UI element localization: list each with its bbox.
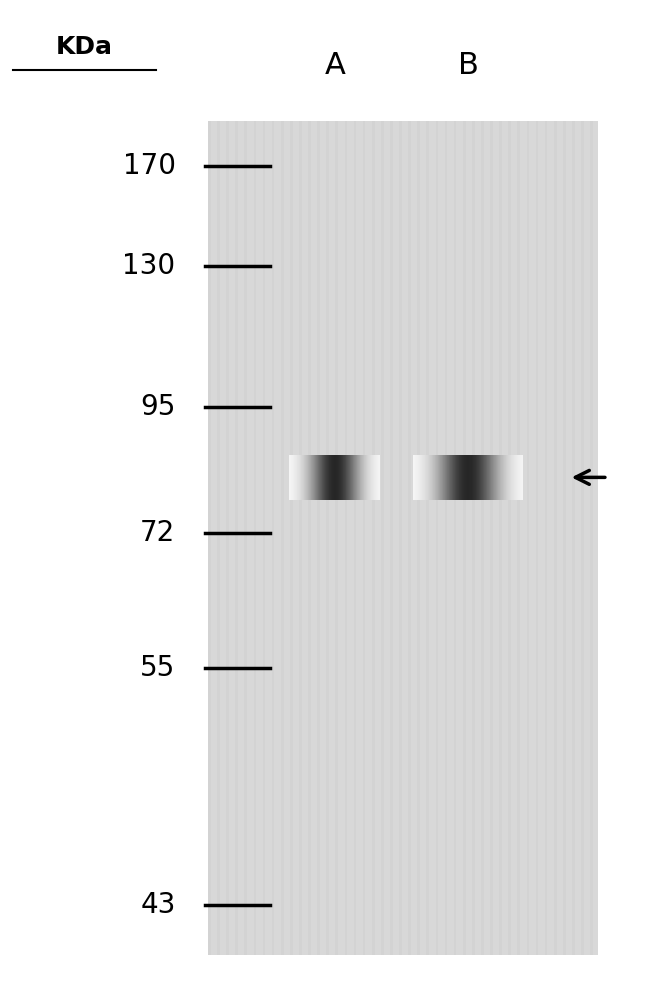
Bar [381, 121, 384, 955]
Text: 55: 55 [140, 654, 176, 682]
Bar [517, 121, 520, 955]
Bar [445, 121, 447, 955]
Bar [299, 121, 302, 955]
Bar [536, 121, 538, 955]
Bar [463, 121, 465, 955]
Text: A: A [324, 51, 345, 79]
Bar [208, 121, 598, 955]
Bar [208, 121, 211, 955]
Bar [490, 121, 493, 955]
Bar [290, 121, 292, 955]
Bar [263, 121, 265, 955]
Bar [344, 121, 347, 955]
Bar [499, 121, 502, 955]
Bar [235, 121, 238, 955]
Bar [372, 121, 374, 955]
Bar [554, 121, 556, 955]
Text: B: B [458, 51, 478, 79]
Bar [563, 121, 566, 955]
Bar [363, 121, 365, 955]
Bar [481, 121, 484, 955]
Bar [426, 121, 429, 955]
Bar [408, 121, 411, 955]
Bar [244, 121, 247, 955]
Bar [572, 121, 575, 955]
Text: 95: 95 [140, 393, 176, 421]
Bar [317, 121, 320, 955]
Bar [590, 121, 593, 955]
Bar [436, 121, 438, 955]
Bar [335, 121, 338, 955]
Text: KDa: KDa [56, 35, 113, 59]
Bar [581, 121, 584, 955]
Text: 130: 130 [122, 252, 176, 280]
Bar [272, 121, 274, 955]
Bar [526, 121, 529, 955]
Bar [354, 121, 356, 955]
Bar [308, 121, 311, 955]
Text: 43: 43 [140, 890, 176, 919]
Bar [281, 121, 283, 955]
Bar [545, 121, 547, 955]
Bar [399, 121, 402, 955]
Bar [472, 121, 474, 955]
Bar [254, 121, 256, 955]
Bar [326, 121, 329, 955]
Bar [508, 121, 511, 955]
Text: 72: 72 [140, 519, 176, 547]
Bar [390, 121, 393, 955]
Bar [226, 121, 229, 955]
Text: 170: 170 [122, 152, 176, 180]
Bar [417, 121, 420, 955]
Bar [217, 121, 220, 955]
Bar [454, 121, 456, 955]
